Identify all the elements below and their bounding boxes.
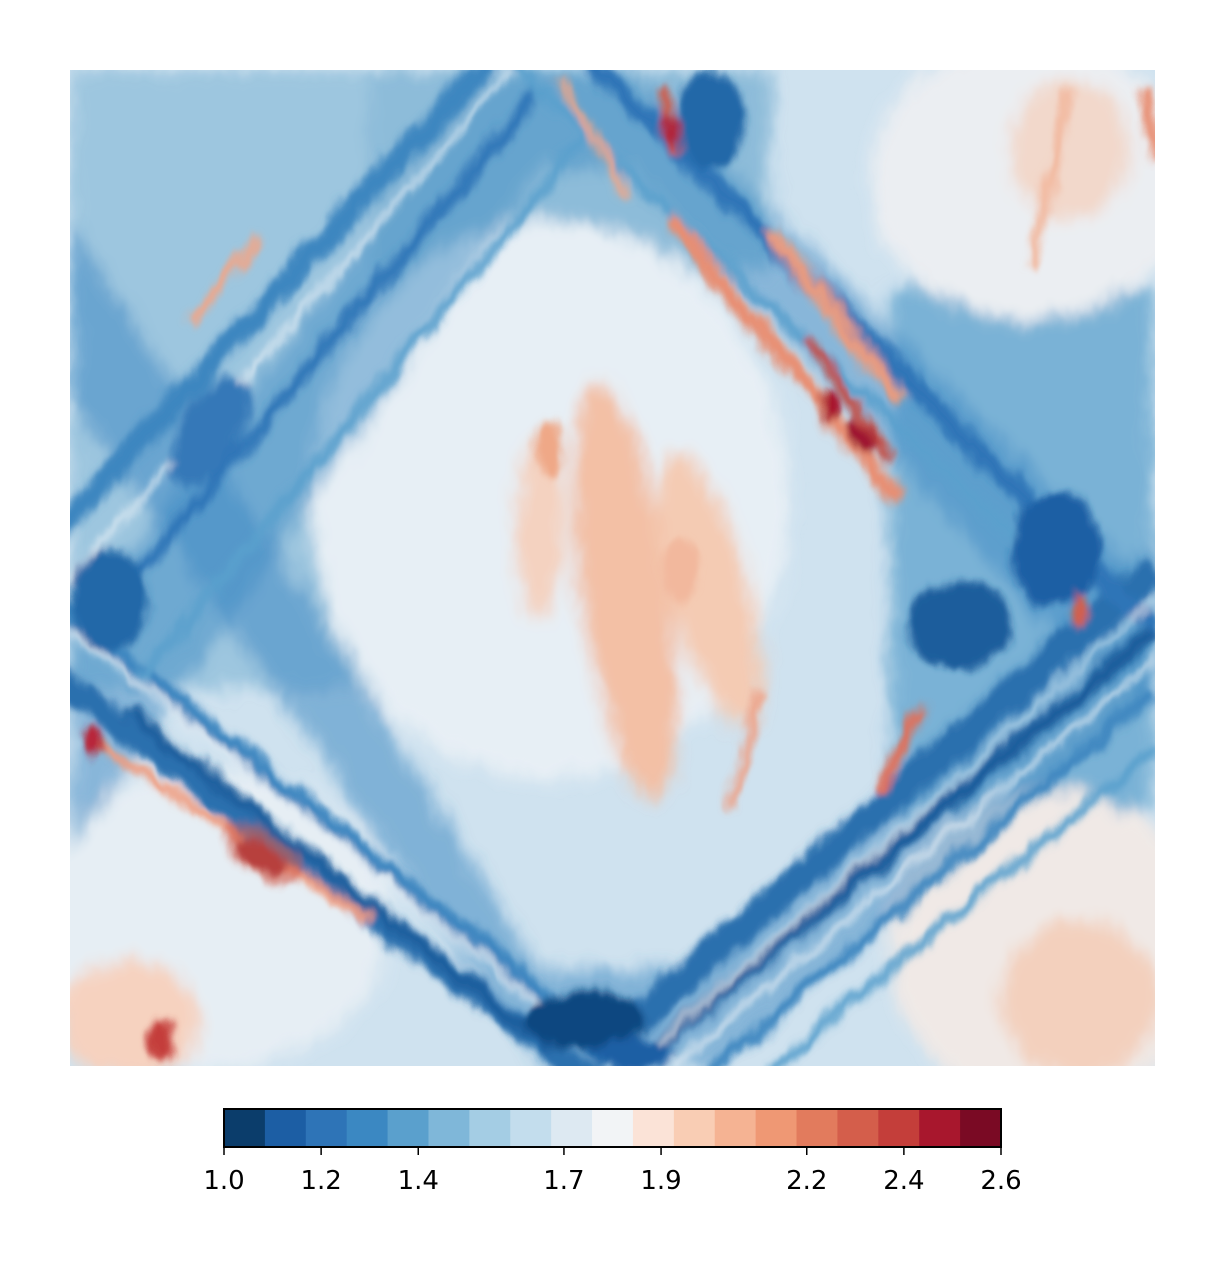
- colorbar-swatch: [428, 1109, 470, 1147]
- cold-spot-top: [675, 70, 745, 170]
- band-b-1: [580, 558, 1155, 1066]
- colorbar-swatch: [264, 1109, 307, 1147]
- heatmap-field: [70, 70, 1155, 1066]
- pale-line-3: [70, 70, 512, 582]
- hot-streak-right-edge: [1139, 89, 1155, 161]
- colorbar-swatch: [878, 1109, 920, 1147]
- band-c-2: [85, 86, 545, 634]
- colorbar-ticks: 1.0 1.2 1.4 1.7 1.9 2.2 2.4 2.6: [203, 1147, 1022, 1196]
- colorbar-swatch: [346, 1109, 389, 1147]
- colorbar-swatch: [755, 1109, 798, 1147]
- colorbar-swatch: [224, 1109, 266, 1147]
- cold-spot-bottom-2: [590, 1040, 670, 1066]
- colorbar-swatch: [387, 1109, 430, 1147]
- hot-spot-upper-right-1: [849, 421, 875, 455]
- cold-spot-left-upper: [170, 375, 250, 485]
- band-b-4: [766, 746, 1155, 1066]
- hot-spot-upper-right-2: [820, 391, 840, 419]
- hot-streak-right-1: [1025, 88, 1075, 272]
- band-b-2: [624, 623, 1155, 1066]
- colorbar-outline: [223, 1108, 1002, 1148]
- colorbar-tick-label: 2.6: [980, 1166, 1021, 1196]
- colorbar-swatch: [632, 1109, 675, 1147]
- colorbar-tick-label: 1.9: [640, 1166, 681, 1196]
- cold-spot-right: [910, 580, 1010, 670]
- band-b-3: [706, 685, 1155, 1066]
- colorbar-swatch: [469, 1109, 511, 1147]
- hot-streak-upper-right-4: [556, 77, 634, 203]
- hot-spot-left-edge: [80, 726, 104, 758]
- colorbar-swatch: [714, 1109, 757, 1147]
- cold-spot-left: [70, 550, 150, 650]
- colorbar-swatch: [837, 1109, 879, 1147]
- colorbar-swatch: [592, 1109, 634, 1147]
- colorbar-swatch: [796, 1109, 839, 1147]
- cold-spot-right-2: [1010, 495, 1100, 605]
- colorbar-swatch: [551, 1109, 593, 1147]
- colorbar-tick-label: 1.0: [203, 1166, 244, 1196]
- colorbar-tick-label: 1.4: [398, 1166, 439, 1196]
- hot-streak-lower-right-2: [726, 689, 764, 811]
- hot-streak-upper-right-3: [805, 337, 895, 463]
- pale-line-1: [70, 628, 612, 1062]
- hot-spot-lower-left-halo: [226, 823, 304, 887]
- upper-right-warm: [1010, 80, 1130, 220]
- colorbar-swatch: [960, 1109, 1002, 1147]
- colorbar-swatch: [919, 1109, 961, 1147]
- pale-line-2: [670, 658, 1155, 1066]
- warm-center-spot-2: [662, 542, 698, 598]
- bottom-right-warm: [1000, 920, 1155, 1066]
- central-warm-ridge-2: [657, 454, 763, 726]
- warm-center-spot: [536, 420, 564, 480]
- central-warm-3: [515, 440, 565, 620]
- band-a-2: [70, 605, 645, 1066]
- colorbar: 1.0 1.2 1.4 1.7 1.9 2.2 2.4 2.6: [203, 1108, 1022, 1196]
- colorbar-swatch: [673, 1109, 716, 1147]
- hot-streak-upper-right-2: [764, 225, 906, 405]
- hot-spot-bottom-left: [151, 1018, 175, 1062]
- band-c-3: [126, 126, 594, 694]
- colorbar-tick-label: 2.4: [883, 1166, 924, 1196]
- colorbar-swatch: [305, 1109, 348, 1147]
- colorbar-tick-label: 2.2: [786, 1166, 827, 1196]
- heatmap-plot: [70, 70, 1155, 1066]
- cold-spot-bottom: [525, 990, 645, 1050]
- colorbar-tick-label: 1.7: [543, 1166, 584, 1196]
- pale-line-4: [631, 598, 1155, 1066]
- band-c-1: [70, 70, 496, 535]
- hot-streak-lower-right-1: [874, 707, 926, 793]
- hot-spot-upper-right-3: [662, 116, 678, 144]
- band-a-3: [126, 705, 554, 1055]
- colorbar-tick-label: 1.2: [300, 1166, 341, 1196]
- hot-streak-upper-right-1: [663, 214, 907, 506]
- hot-spot-right: [1072, 594, 1088, 626]
- colorbar-swatches: [224, 1109, 1002, 1147]
- hot-streak-left-diag: [186, 236, 264, 324]
- colorbar-swatch: [510, 1109, 552, 1147]
- central-warm-ridge: [571, 381, 679, 799]
